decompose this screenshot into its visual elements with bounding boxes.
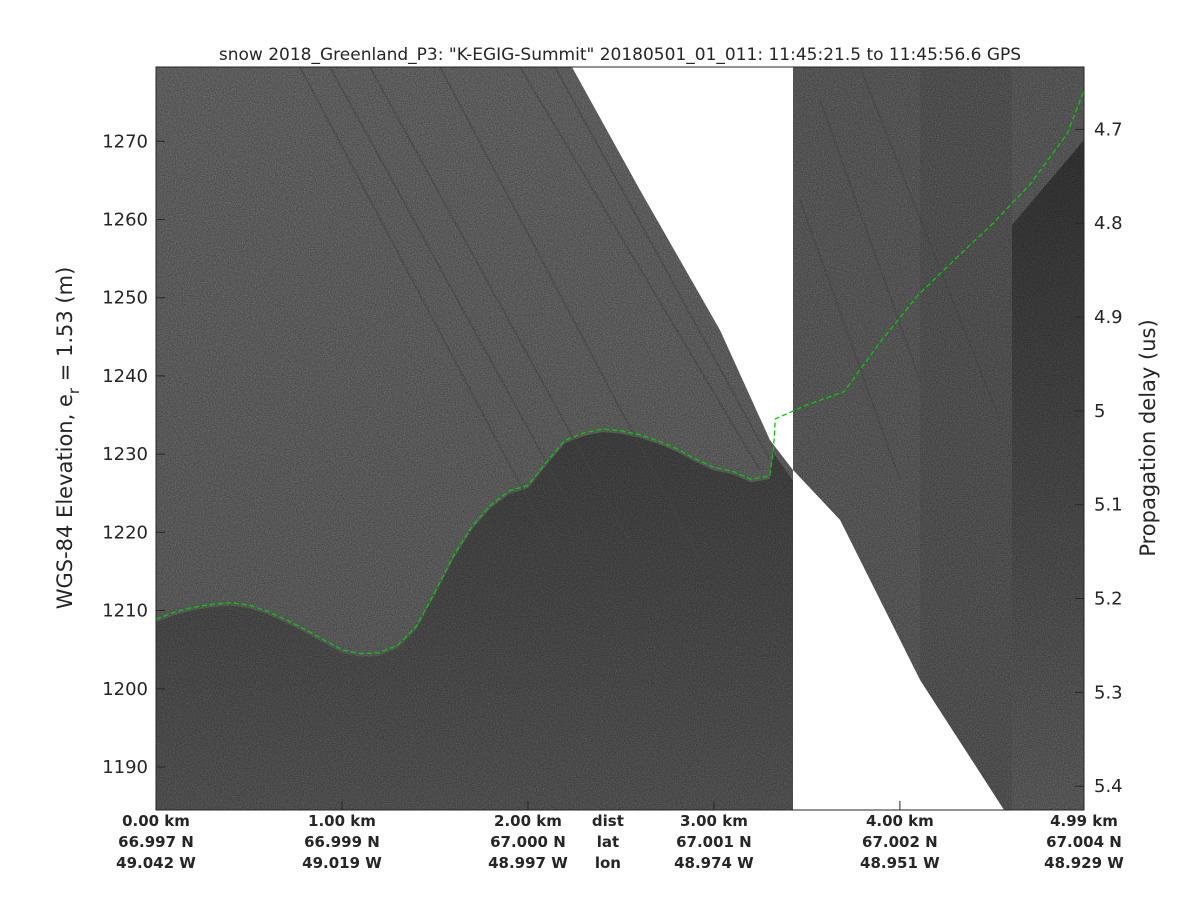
left-tick-label: 1260 [102,210,148,231]
right-tick-label: 5.3 [1094,682,1123,703]
bottom-tick-label-lat: 67.001 N [676,833,752,851]
left-tick-label: 1220 [102,522,148,543]
bottom-row-key-lon: lon [595,854,621,872]
bottom-tick-label-lat: 67.000 N [490,833,566,851]
right-tick-label: 5 [1094,401,1105,422]
right-tick-label: 5.4 [1094,776,1123,797]
bottom-tick-label-dist: 4.00 km [866,812,934,830]
echogram-speckle [156,67,1084,810]
left-axis-title-main: WGS-84 Elevation, e [53,394,77,609]
bottom-tick-label-lon: 49.019 W [302,854,382,872]
left-tick-label: 1250 [102,288,148,309]
bottom-axis-ticks: 0.00 km 66.997 N 49.042 W 1.00 km 66.999 N 49… [116,801,1124,872]
bottom-tick-label-dist: 3.00 km [680,812,748,830]
left-tick-label: 1270 [102,131,148,152]
bottom-tick-label-lon: 48.974 W [674,854,754,872]
missing-data-lower-mask [793,470,1004,810]
right-tick-label: 5.1 [1094,495,1123,516]
bottom-tick-label-lat: 66.997 N [118,833,194,851]
right-tick-label: 4.7 [1094,119,1123,140]
left-tick-label: 1190 [102,757,148,778]
left-tick-label: 1200 [102,679,148,700]
bottom-tick-label-dist: 4.99 km [1050,812,1118,830]
bottom-tick-label-dist: 0.00 km [122,812,190,830]
left-axis-title-sub: r [65,387,83,394]
bottom-row-key-lat: lat [597,833,619,851]
bottom-tick-label-lat: 67.002 N [862,833,938,851]
right-axis-ticks: 4.7 4.8 4.9 5 5.1 5.2 5.3 5.4 [1075,119,1123,797]
right-tick-label: 4.8 [1094,213,1123,234]
chart-title: snow 2018_Greenland_P3: "K-EGIG-Summit" … [219,45,1021,65]
bottom-tick-label-dist: 1.00 km [308,812,376,830]
left-tick-label: 1230 [102,444,148,465]
echogram-image [156,67,1084,810]
right-tick-label: 4.9 [1094,307,1123,328]
left-tick-label: 1210 [102,601,148,622]
left-tick-label: 1240 [102,366,148,387]
right-tick-label: 5.2 [1094,589,1123,610]
left-axis-title: WGS-84 Elevation, er = 1.53 (m) [53,267,83,610]
left-axis-ticks: 1190 1200 1210 1220 1230 1240 1250 1260 1270 [102,131,165,778]
missing-data-wedge-mask [572,67,793,470]
bottom-tick-label-lon: 48.997 W [488,854,568,872]
bottom-tick-label-lat: 67.004 N [1046,833,1122,851]
bottom-tick-label-lon: 48.929 W [1044,854,1124,872]
bottom-row-key-dist: dist [592,812,624,830]
bottom-tick-label-lon: 48.951 W [860,854,940,872]
plot-frame [155,66,1085,811]
bottom-tick-label-dist: 2.00 km [494,812,562,830]
left-axis-title-tail: = 1.53 (m) [53,267,77,388]
right-axis-title: Propagation delay (us) [1136,319,1160,556]
bottom-tick-label-lon: 49.042 W [116,854,196,872]
bottom-tick-label-lat: 66.999 N [304,833,380,851]
